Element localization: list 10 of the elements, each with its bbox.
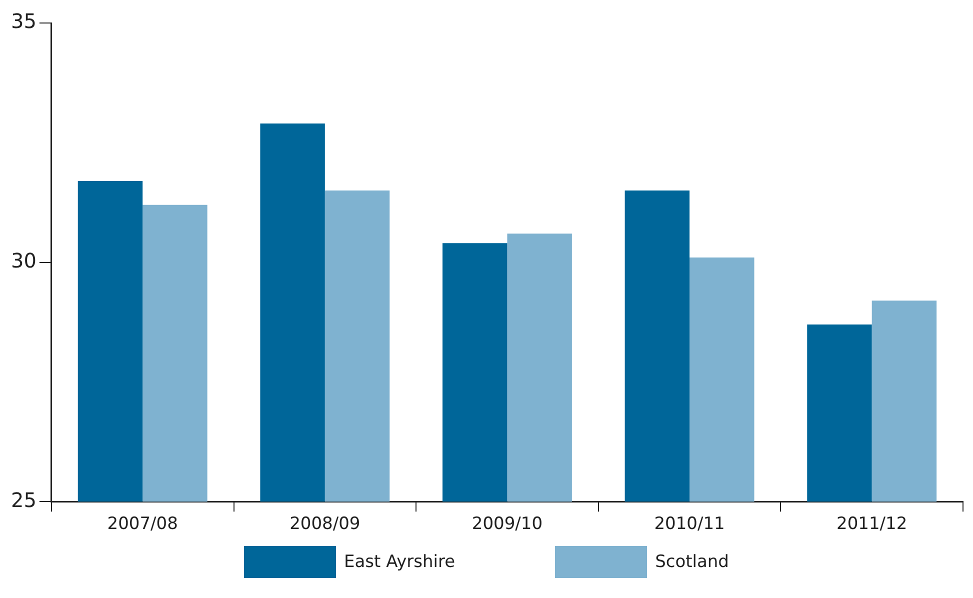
x-tick-label: 2008/09 [290, 514, 360, 534]
series-label: East Ayrshire [344, 552, 456, 572]
series-label: Scotland [655, 552, 729, 572]
y-tick-label: 30 [10, 248, 36, 273]
x-tick-label: 2009/10 [472, 514, 543, 534]
x-tick-label: 2011/12 [836, 514, 908, 534]
y-tick-label: 35 [10, 9, 36, 34]
x-tick-label: 2010/11 [654, 514, 725, 534]
x-tick-label: 2007/08 [107, 514, 178, 534]
y-tick-label: 25 [10, 488, 36, 512]
